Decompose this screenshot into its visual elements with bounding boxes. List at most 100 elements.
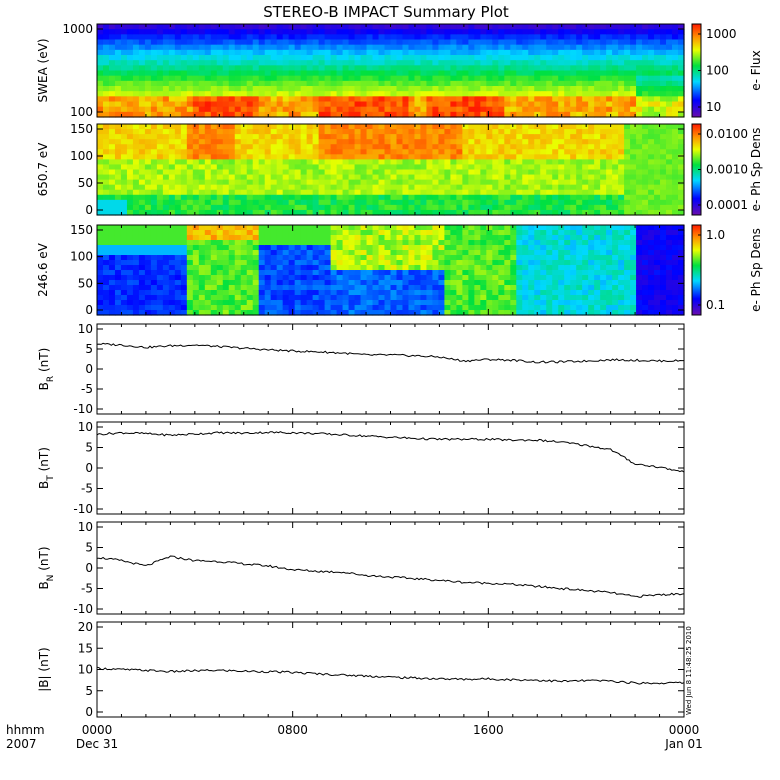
heatmap-cell [648,44,655,51]
heatmap-cell [468,270,475,276]
heatmap-cell [336,285,344,291]
heatmap-cell [486,159,493,166]
heatmap-cell [354,174,362,181]
heatmap-cell [456,194,463,201]
heatmap-cell [264,204,272,211]
heatmap-cell [102,230,110,236]
heatmap-cell [210,111,218,118]
heatmap-cell [468,96,475,103]
heatmap-cell [546,124,553,130]
heatmap-cell [204,124,212,130]
heatmap-cell [504,275,511,281]
heatmap-cell [564,245,571,251]
heatmap-cell [480,270,487,276]
heatmap-cell [564,65,571,72]
heatmap-cell [270,154,278,160]
heatmap-cell [438,295,446,301]
heatmap-cell [504,250,511,256]
heatmap-cell [174,184,182,191]
heatmap-cell [174,29,182,35]
heatmap-cell [588,159,595,166]
heatmap-cell [654,154,661,160]
heatmap-cell [480,106,487,113]
heatmap-cell [630,209,637,216]
heatmap-cell [408,230,416,236]
heatmap-cell [270,295,278,301]
heatmap-cell [156,265,164,271]
heatmap-cell [288,39,296,46]
heatmap-cell [648,24,655,30]
heatmap-cell [624,169,631,176]
heatmap-cell [432,285,440,291]
heatmap-cell [636,24,643,30]
heatmap-cell [162,255,170,261]
heatmap-cell [408,305,416,311]
heatmap-cell [114,44,122,51]
heatmap-cell [654,86,661,92]
heatmap-cell [270,101,278,108]
heatmap-cell [306,295,314,301]
heatmap-cell [288,265,296,271]
heatmap-cell [150,295,158,301]
heatmap-cell [192,169,200,176]
heatmap-cell [204,49,212,56]
heatmap-cell [204,290,212,296]
heatmap-cell [228,184,236,191]
heatmap-cell [132,154,140,160]
heatmap-cell [480,149,487,155]
heatmap-cell [516,124,523,130]
heatmap-cell [672,34,679,41]
heatmap-cell [582,144,589,150]
heatmap-cell [504,209,511,216]
heatmap-cell [600,189,607,196]
heatmap-cell [156,270,164,276]
heatmap-cell [450,49,457,56]
heatmap-cell [168,169,176,176]
heatmap-cell [522,295,529,301]
heatmap-cell [222,275,230,281]
heatmap-cell [348,280,356,286]
heatmap-cell [138,255,146,261]
heatmap-cell [270,255,278,261]
heatmap-cell [498,149,505,155]
heatmap-cell [120,34,128,41]
heatmap-cell [114,111,122,118]
heatmap-cell [246,96,254,103]
heatmap-cell [126,305,134,311]
heatmap-cell [642,29,649,35]
heatmap-cell [294,49,302,56]
heatmap-cell [252,280,260,286]
heatmap-cell [174,169,182,176]
heatmap-cell [138,179,146,186]
heatmap-cell [306,106,314,113]
heatmap-cell [564,260,571,266]
heatmap-cell [354,169,362,176]
heatmap-cell [282,290,290,296]
heatmap-cell [102,34,110,41]
heatmap-cell [450,29,457,35]
heatmap-cell [162,179,170,186]
heatmap-cell [336,96,344,103]
heatmap-cell [372,106,380,113]
heatmap-1-tick-label: 100 [70,105,93,119]
heatmap-cell [240,240,248,246]
heatmap-cell [192,199,200,206]
heatmap-cell [102,111,110,118]
heatmap-cell [408,275,416,281]
heatmap-cell [402,24,410,30]
heatmap-cell [294,295,302,301]
heatmap-cell [384,55,392,61]
heatmap-cell [234,34,242,41]
heatmap-cell [408,245,416,251]
heatmap-cell [318,255,326,261]
heatmap-cell [366,34,374,41]
heatmap-cell [378,164,386,171]
heatmap-cell [522,29,529,35]
heatmap-cell [396,106,404,113]
heatmap-cell [600,164,607,171]
heatmap-cell [144,34,152,41]
heatmap-cell [306,179,314,186]
heatmap-cell [126,34,134,41]
heatmap-cell [588,189,595,196]
heatmap-cell [162,245,170,251]
